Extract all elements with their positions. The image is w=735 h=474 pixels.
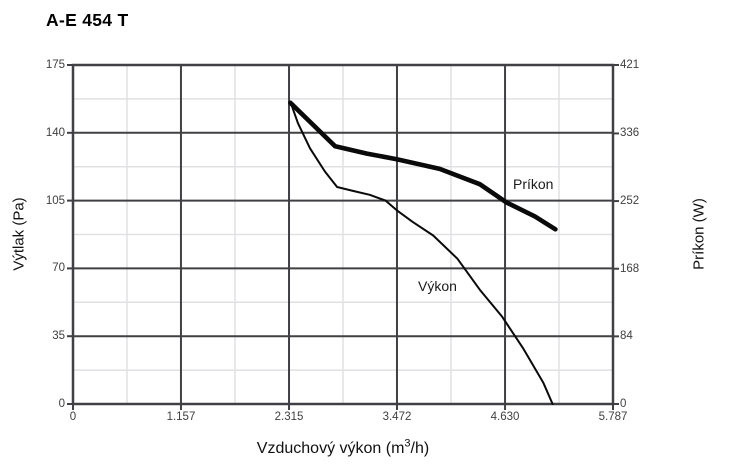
- y-left-tick-label: 175: [45, 59, 65, 71]
- y-left-tick-label: 0: [58, 398, 65, 410]
- series-label-vykon: Výkon: [418, 278, 457, 294]
- y-right-tick-label: 336: [620, 127, 640, 140]
- x-tick-label: 5.787: [598, 411, 628, 423]
- plot-border: [71, 63, 615, 406]
- x-tick-label: 2.315: [274, 411, 304, 423]
- y-right-tick-label: 168: [620, 262, 640, 275]
- y-right-tick-label: 0: [620, 398, 627, 410]
- x-tick-label: 1.157: [166, 411, 196, 423]
- x-tick-label: 0: [69, 411, 77, 423]
- y-axis-label-left: Výtlak (Pa): [10, 197, 28, 271]
- curve-vykon: [289, 100, 554, 405]
- chart-title: A-E 454 T: [46, 10, 129, 30]
- y-right-tick-label: 84: [620, 330, 633, 343]
- y-right-tick-label: 421: [620, 59, 640, 71]
- x-tick-label: 4.630: [490, 411, 520, 423]
- y-left-tick-label: 140: [45, 126, 65, 139]
- y-left-tick-label: 35: [52, 330, 65, 343]
- x-axis-label-sup: 3: [404, 437, 411, 450]
- x-tick-label: 3.472: [382, 411, 412, 423]
- y-left-tick-label: 70: [52, 262, 65, 275]
- curve-prikon: [288, 100, 558, 232]
- y-right-tick-label: 252: [620, 195, 640, 208]
- x-axis-label-pre: Vzduchový výkon (m: [256, 440, 405, 457]
- series-label-prikon: Príkon: [513, 176, 554, 192]
- x-axis-label: Vzduchový výkon (m3/h): [73, 437, 613, 458]
- y-axis-label-right: Príkon (W): [690, 198, 708, 270]
- x-axis-label-post: /h): [410, 440, 430, 457]
- y-left-tick-label: 105: [45, 194, 65, 207]
